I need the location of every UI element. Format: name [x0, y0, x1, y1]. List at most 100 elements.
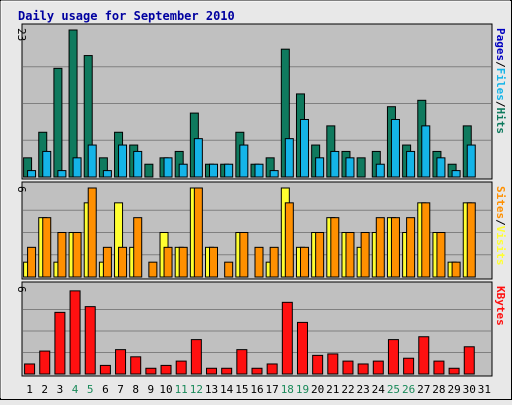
legend-entry: /	[494, 219, 507, 226]
bar-files	[345, 157, 355, 178]
bar-kbytes	[99, 364, 111, 375]
legend-mid: Sites/Visits	[494, 186, 507, 266]
bar-kbytes	[296, 321, 308, 375]
bar-sites	[57, 232, 67, 278]
bar-sites	[284, 202, 294, 278]
legend-entry: Hits	[494, 108, 507, 135]
bar-hits	[144, 163, 154, 178]
bar-files	[330, 150, 340, 178]
bar-kbytes	[221, 367, 233, 375]
bar-kbytes	[39, 350, 51, 375]
bar-sites	[163, 246, 173, 278]
bar-sites	[193, 187, 203, 278]
bar-sites	[254, 246, 264, 278]
bar-sites	[466, 202, 476, 278]
bar-sites	[102, 246, 112, 278]
x-tick-label: 31	[478, 383, 491, 396]
x-tick-label: 5	[87, 383, 94, 396]
bar-kbytes	[115, 349, 127, 375]
x-tick-label: 6	[102, 383, 109, 396]
bar-kbytes	[84, 306, 96, 375]
bar-sites	[209, 246, 219, 278]
x-tick-label: 14	[220, 383, 234, 396]
bar-sites	[224, 261, 234, 278]
bar-sites	[269, 246, 279, 278]
x-tick-label: 26	[402, 383, 415, 396]
bar-files	[102, 170, 112, 178]
bar-sites	[315, 232, 325, 278]
legend-entry: Pages	[494, 28, 507, 61]
bar-sites	[330, 217, 340, 278]
x-tick-label: 25	[387, 383, 400, 396]
bar-kbytes	[69, 290, 81, 375]
x-tick-label: 20	[311, 383, 324, 396]
bar-files	[299, 118, 309, 178]
bar-kbytes	[312, 354, 324, 375]
bar-files	[87, 144, 97, 178]
bar-hits	[68, 29, 78, 178]
x-tick-label: 27	[417, 383, 430, 396]
bar-kbytes	[433, 360, 445, 375]
bar-kbytes	[387, 339, 399, 375]
bar-files	[315, 157, 325, 178]
bar-files	[193, 138, 203, 178]
bar-sites	[390, 217, 400, 278]
bar-kbytes	[251, 367, 263, 375]
bar-kbytes	[24, 363, 36, 375]
bar-sites	[118, 246, 128, 278]
x-tick-label: 30	[463, 383, 476, 396]
bar-files	[133, 150, 143, 178]
bar-files	[27, 170, 37, 178]
bar-kbytes	[206, 367, 218, 375]
bar-files	[178, 163, 188, 178]
bar-files	[57, 170, 67, 178]
bar-kbytes	[327, 353, 339, 375]
bar-kbytes	[281, 301, 293, 375]
bar-sites	[239, 232, 249, 278]
bar-kbytes	[175, 360, 187, 375]
x-tick-label: 13	[205, 383, 218, 396]
x-tick-label: 12	[190, 383, 203, 396]
x-tick-label: 24	[372, 383, 386, 396]
x-tick-label: 11	[175, 383, 188, 396]
x-tick-label: 21	[326, 383, 339, 396]
x-tick-label: 16	[250, 383, 263, 396]
ymax-label: 23	[15, 28, 28, 41]
bar-kbytes	[190, 339, 202, 375]
x-tick-label: 9	[148, 383, 155, 396]
bar-sites	[375, 217, 385, 278]
bar-sites	[436, 232, 446, 278]
bar-kbytes	[266, 363, 278, 375]
bar-sites	[133, 217, 143, 278]
bar-sites	[72, 232, 82, 278]
bar-kbytes	[372, 360, 384, 375]
bar-kbytes	[236, 349, 248, 375]
bar-files	[163, 157, 173, 178]
x-tick-label: 28	[432, 383, 445, 396]
bar-sites	[451, 261, 461, 278]
bar-files	[390, 118, 400, 178]
chart-title: Daily usage for September 2010	[18, 9, 235, 23]
panel-top: 23 Pages/Files/Hits	[15, 23, 507, 180]
bar-sites	[421, 202, 431, 278]
bar-kbytes	[448, 367, 460, 375]
bar-kbytes	[357, 363, 369, 375]
x-tick-label: 3	[57, 383, 64, 396]
bar-files	[42, 150, 52, 178]
bar-kbytes	[160, 364, 172, 375]
panel-bot: 6 KBytes	[15, 281, 507, 377]
legend-entry: /	[494, 61, 507, 68]
legend-entry: Visits	[494, 226, 507, 266]
legend-entry: /	[494, 101, 507, 108]
x-tick-label: 7	[117, 383, 124, 396]
x-tick-label: 29	[447, 383, 460, 396]
bar-files	[118, 144, 128, 178]
legend-bot: KBytes	[494, 286, 507, 326]
bar-sites	[87, 187, 97, 278]
x-tick-label: 2	[41, 383, 48, 396]
bar-files	[421, 125, 431, 178]
bar-kbytes	[342, 360, 354, 375]
bar-files	[451, 170, 461, 178]
